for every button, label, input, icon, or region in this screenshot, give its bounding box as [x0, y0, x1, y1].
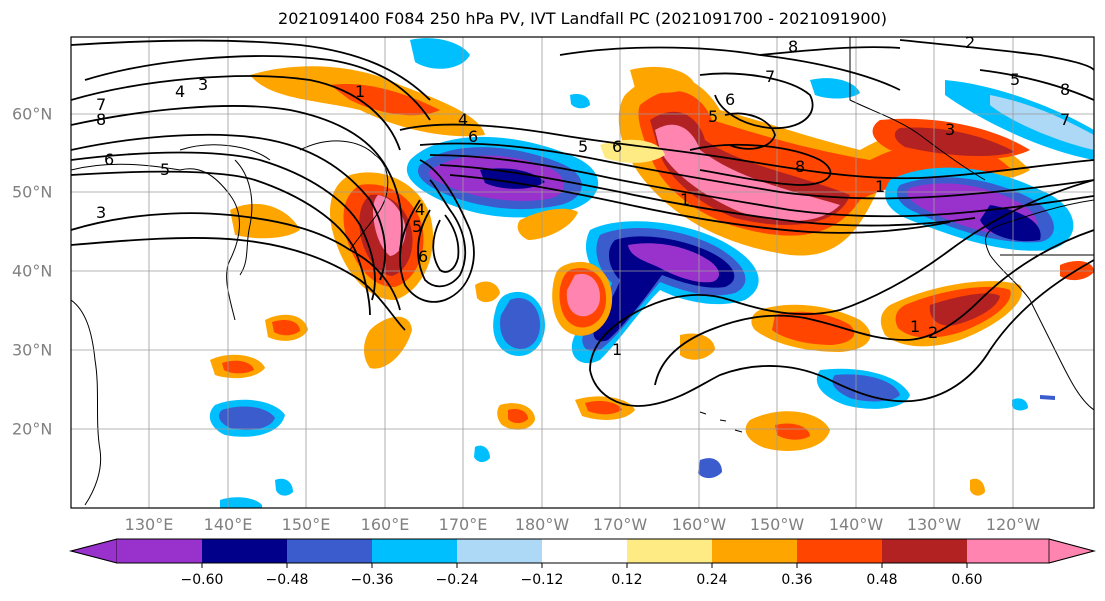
colorbar-bin: [117, 539, 202, 563]
contour-label: 8: [96, 110, 106, 129]
contour-label: 8: [1060, 80, 1070, 99]
colorbar-bin: [797, 539, 882, 563]
contour-label: 7: [1060, 110, 1070, 129]
contour-label: 6: [725, 90, 735, 109]
colorbar-tick-label: 0.60: [951, 572, 983, 588]
colorbar-tick-label: 0.24: [696, 572, 728, 588]
colorbar-bin: [967, 539, 1049, 563]
contour-label: 5: [708, 107, 718, 126]
colorbar-bin: [542, 539, 627, 563]
colorbar-bin: [712, 539, 797, 563]
contour-label: 6: [418, 247, 428, 266]
contour-label: 6: [104, 150, 114, 169]
colorbar-tick-label: 0.36: [781, 572, 813, 588]
contour-label: 7: [765, 67, 775, 86]
lat-label: 40°N: [12, 261, 53, 281]
lon-label: 170°E: [438, 515, 488, 534]
lon-label: 170°W: [592, 515, 648, 534]
lon-label: 130°E: [124, 515, 174, 534]
colorbar-bin: [882, 539, 967, 563]
contour-label: 1: [875, 177, 885, 196]
colorbar-tick-label: −0.60: [180, 572, 224, 588]
contour-label: 4: [415, 200, 425, 219]
lon-label: 140°E: [203, 515, 253, 534]
colorbar-tick-label: −0.36: [350, 572, 394, 588]
colorbar-bin: [627, 539, 712, 563]
colorbar-tick-label: 0.12: [611, 572, 643, 588]
colorbar-tick-label: −0.12: [520, 572, 564, 588]
plot-frame: [70, 36, 1095, 509]
colorbar: [69, 538, 1096, 568]
colorbar-extend-left: [69, 538, 118, 564]
coastlines: [71, 37, 1094, 506]
lon-label: 120°W: [985, 515, 1041, 534]
lat-label: 60°N: [12, 104, 53, 124]
contour-labels: 3 4 7 8 6 5 5 3 1 4 6 8 7 5 6 6 8 3 1 1 …: [96, 33, 1070, 359]
colorbar-bin: [287, 539, 372, 563]
contour-label: 2: [965, 33, 975, 52]
colorbar-frame: [69, 538, 1096, 564]
colorbar-tick-label: −0.24: [435, 572, 479, 588]
lon-label: 140°W: [828, 515, 884, 534]
contour-label: 1: [355, 82, 365, 101]
contour-label: 8: [788, 37, 798, 56]
lon-label: 150°W: [749, 515, 805, 534]
contour-label: 5: [578, 137, 588, 156]
contour-label: 5: [412, 217, 422, 236]
contour-label: 8: [795, 157, 805, 176]
lat-label: 30°N: [12, 340, 53, 360]
contour-label: 5: [160, 160, 170, 179]
contour-label: 6: [612, 137, 622, 156]
contour-label: 3: [198, 75, 208, 94]
contour-label: 3: [96, 203, 106, 222]
chart-title: 2021091400 F084 250 hPa PV, IVT Landfall…: [278, 9, 887, 28]
contour-label: 1: [680, 190, 690, 209]
contour-label: 2: [928, 323, 938, 342]
lon-label: 160°W: [671, 515, 727, 534]
lat-label: 50°N: [12, 182, 53, 202]
contour-label: 1: [910, 317, 920, 336]
colorbar-tick-label: −0.48: [265, 572, 309, 588]
colorbar-bin: [202, 539, 287, 563]
lat-label: 20°N: [12, 419, 53, 439]
contour-label: 6: [468, 127, 478, 146]
pv-contours: [71, 39, 1094, 407]
contour-label: 4: [175, 82, 185, 101]
contour-label: 7: [96, 95, 106, 114]
lon-label: 180°W: [514, 515, 570, 534]
lon-label: 150°E: [281, 515, 331, 534]
colorbar-bin: [372, 539, 457, 563]
contour-label: 3: [945, 120, 955, 139]
lon-label: 160°E: [360, 515, 410, 534]
lon-label: 130°W: [906, 515, 962, 534]
colorbar-extend-right: [1048, 538, 1096, 564]
colorbar-tick-label: 0.48: [866, 572, 898, 588]
contour-label: 1: [612, 340, 622, 359]
contour-label: 5: [1010, 70, 1020, 89]
colorbar-bin: [457, 539, 542, 563]
contour-label: 4: [458, 110, 468, 129]
